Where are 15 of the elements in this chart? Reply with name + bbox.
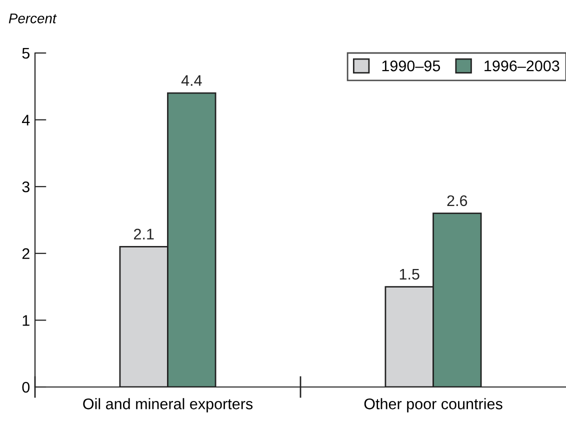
data-label: 4.4 bbox=[181, 75, 202, 86]
y-tick-label: 1 bbox=[22, 315, 30, 326]
data-label: 2.6 bbox=[447, 195, 468, 206]
y-tick-label: 5 bbox=[22, 48, 30, 59]
y-tick-label: 2 bbox=[22, 248, 30, 259]
x-tick-label: Oil and mineral exporters bbox=[83, 398, 253, 412]
data-label: 2.1 bbox=[134, 228, 154, 240]
y-axis-title: Percent bbox=[8, 14, 57, 24]
x-tick-label: Other poor countries bbox=[364, 398, 502, 412]
legend-label: 1990–95 bbox=[382, 60, 440, 72]
legend-label: 1996–2003 bbox=[484, 60, 560, 72]
y-tick-label: 4 bbox=[22, 114, 30, 126]
data-label: 1.5 bbox=[400, 268, 420, 280]
y-tick-label: 0 bbox=[22, 382, 30, 393]
y-tick-label: 3 bbox=[22, 181, 30, 192]
